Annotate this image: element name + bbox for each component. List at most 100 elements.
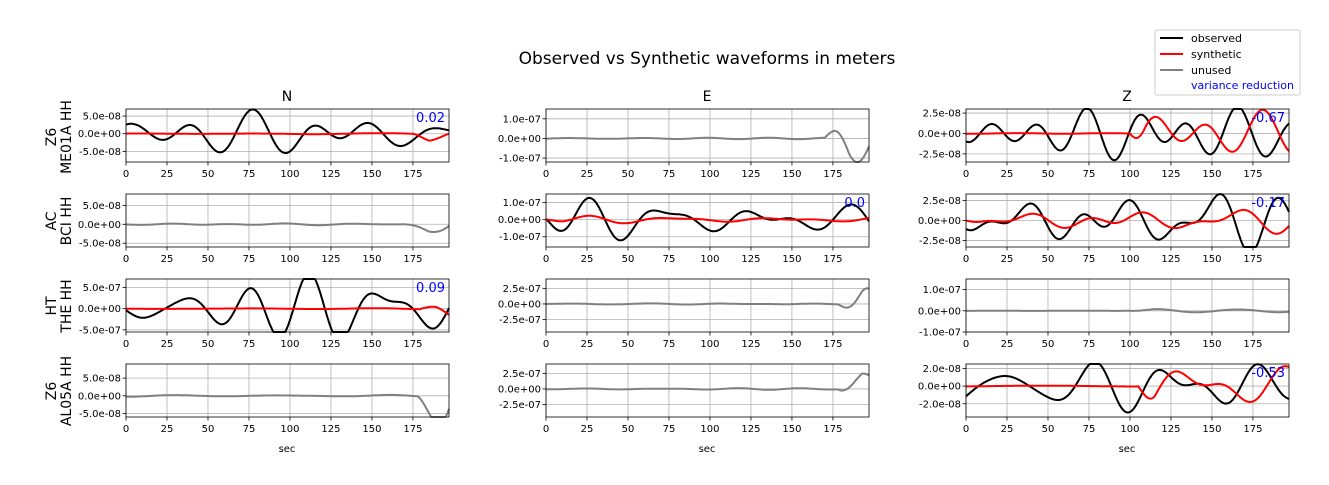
- variance-reduction-label: -0.53: [1251, 366, 1285, 381]
- column-title-e: E: [703, 89, 712, 105]
- x-tick-label: 25: [161, 424, 174, 435]
- panel-frame: [965, 363, 1290, 418]
- x-tick-label: 175: [1243, 424, 1262, 435]
- panel-r4-z: 0 25 50 75 100 125 150 175 2.0e-08 0.0e+00 -2.0e-0…: [918, 363, 1290, 435]
- x-tick-label: 75: [1083, 254, 1096, 265]
- x-tick-label: 150: [1202, 254, 1221, 265]
- synthetic-trace: [545, 214, 870, 225]
- plot-area: [966, 279, 1289, 332]
- panel-frame: [545, 278, 870, 333]
- x-tick-label: 150: [362, 169, 381, 180]
- column-title-n: N: [282, 89, 292, 105]
- y-tick-label: -5.0e-07: [79, 325, 121, 336]
- x-tick-label: 100: [1120, 254, 1139, 265]
- x-tick-label: 0: [963, 424, 969, 435]
- legend-label-observed: observed: [1191, 32, 1242, 45]
- y-tick-label: 0.0e+00: [918, 129, 961, 140]
- observed-trace: [965, 308, 1289, 314]
- row-label-2-station: BCI HH: [59, 197, 75, 246]
- x-tick-label: 25: [161, 254, 174, 265]
- y-tick-label: 0.0e+00: [918, 306, 961, 317]
- x-tick-label: 175: [1243, 169, 1262, 180]
- x-tick-label: 125: [1161, 254, 1180, 265]
- y-tick-label: -2.5e-07: [499, 400, 541, 411]
- panel-r3-z: 0 25 50 75 100 125 150 175 1.0e-07 0.0e+00 -1.0e-0…: [918, 278, 1290, 350]
- x-tick-label: 150: [1202, 339, 1221, 350]
- x-tick-label: 50: [202, 339, 215, 350]
- x-tick-label: 25: [581, 339, 594, 350]
- x-tick-label: 0: [123, 424, 129, 435]
- legend-label-synthetic: synthetic: [1191, 48, 1242, 61]
- x-tick-label: 100: [280, 424, 299, 435]
- panel-r4-n: 0 25 50 75 100 125 150 175 5.0e-08 0.0e+00 -5.0e-0…: [78, 363, 450, 435]
- x-tick-label: 75: [243, 169, 256, 180]
- variance-reduction-label: -0.67: [1251, 111, 1285, 126]
- x-tick-label: 25: [581, 254, 594, 265]
- x-tick-label: 175: [403, 254, 422, 265]
- y-tick-label: -1.0e-07: [499, 232, 541, 243]
- x-tick-label: 125: [321, 254, 340, 265]
- y-tick-label: -5.0e-08: [79, 409, 121, 420]
- observed-trace: [546, 372, 870, 392]
- x-tick-label: 150: [782, 254, 801, 265]
- row-label-3-network: HT: [44, 296, 60, 316]
- x-tick-label: 100: [700, 254, 719, 265]
- x-tick-label: 75: [663, 254, 676, 265]
- y-tick-label: 0.0e+00: [78, 220, 121, 231]
- y-tick-label: 0.0e+00: [498, 384, 541, 395]
- x-tick-label: 25: [1001, 254, 1014, 265]
- panel-frame: [965, 108, 1290, 163]
- observed-trace: [546, 129, 870, 163]
- x-tick-label: 125: [741, 339, 760, 350]
- y-tick-label: -5.0e-08: [79, 147, 121, 158]
- y-tick-label: 0.0e+00: [498, 215, 541, 226]
- y-tick-label: 2.5e-08: [923, 109, 961, 120]
- x-tick-label: 125: [1161, 169, 1180, 180]
- x-axis-label-z: sec: [1119, 444, 1136, 455]
- x-tick-label: 25: [161, 169, 174, 180]
- row-label-2-network: AC: [44, 211, 60, 230]
- x-tick-label: 50: [622, 339, 635, 350]
- legend-label-unused: unused: [1191, 64, 1231, 77]
- x-tick-label: 0: [543, 339, 549, 350]
- y-tick-label: -5.0e-08: [79, 239, 121, 250]
- x-tick-label: 25: [1001, 424, 1014, 435]
- y-tick-label: 0.0e+00: [918, 216, 961, 227]
- x-tick-label: 150: [782, 424, 801, 435]
- y-tick-label: -2.5e-08: [919, 236, 961, 247]
- synthetic-trace: [126, 132, 450, 142]
- y-tick-label: 0.0e+00: [918, 382, 961, 393]
- y-tick-label: 2.0e-08: [923, 364, 961, 375]
- observed-trace: [546, 287, 870, 309]
- x-tick-label: 50: [622, 169, 635, 180]
- x-tick-label: 125: [321, 169, 340, 180]
- row-label-4-station: AL05A HH: [59, 356, 75, 426]
- panel-frame: [125, 108, 450, 163]
- x-tick-label: 125: [321, 339, 340, 350]
- x-tick-label: 0: [963, 169, 969, 180]
- panel-r3-e: 0 25 50 75 100 125 150 175 2.5e-07 0.0e+00 -2.5e-0…: [498, 278, 870, 350]
- x-tick-label: 150: [782, 339, 801, 350]
- x-tick-label: 100: [280, 169, 299, 180]
- x-tick-label: 0: [963, 254, 969, 265]
- panel-grid: 0 25 50 75 100 125 150 175 5.0e-08 0.0e+00 -5.0e-0…: [78, 108, 1290, 435]
- x-tick-label: 150: [782, 169, 801, 180]
- panel-frame: [545, 193, 870, 248]
- x-tick-label: 150: [1202, 424, 1221, 435]
- panel-r2-z: 0 25 50 75 100 125 150 175 2.5e-08 0.0e+00 -2.5e-0…: [918, 193, 1290, 265]
- x-tick-label: 175: [403, 169, 422, 180]
- observed-trace: [125, 278, 450, 333]
- panel-r4-e: 0 25 50 75 100 125 150 175 2.5e-07 0.0e+00 -2.5e-0…: [498, 363, 870, 435]
- x-tick-label: 50: [202, 424, 215, 435]
- y-tick-label: 5.0e-08: [83, 112, 121, 123]
- x-axis-label-n: sec: [279, 444, 296, 455]
- synthetic-trace: [965, 365, 1290, 403]
- y-tick-label: 2.5e-07: [503, 284, 541, 295]
- x-tick-label: 25: [581, 169, 594, 180]
- x-tick-label: 175: [1243, 254, 1262, 265]
- x-tick-label: 0: [543, 169, 549, 180]
- y-tick-label: -2.0e-08: [919, 399, 961, 410]
- x-tick-label: 25: [1001, 169, 1014, 180]
- observed-trace: [965, 193, 1290, 248]
